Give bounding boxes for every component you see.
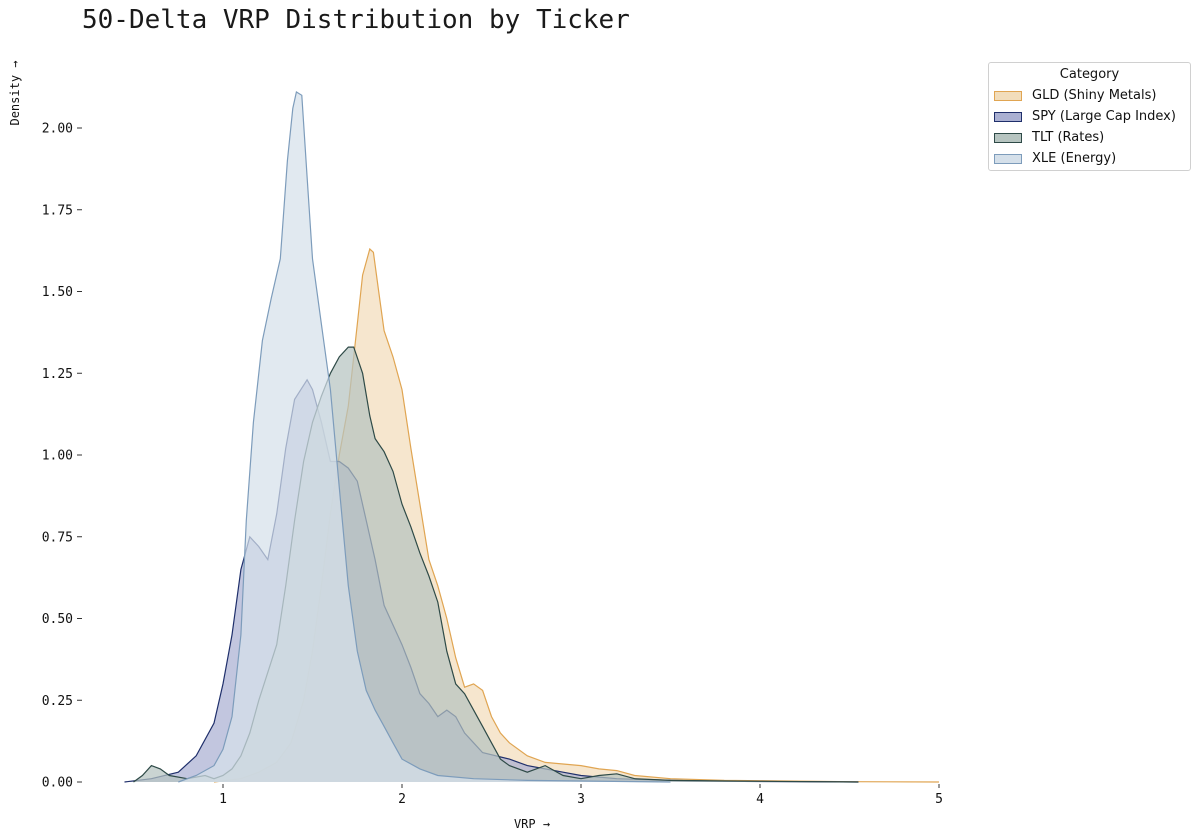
legend-items: GLD (Shiny Metals) SPY (Large Cap Index) T…: [989, 85, 1190, 169]
y-tick-label-1: 0.25: [42, 694, 73, 709]
legend-item-2: TLT (Rates): [989, 127, 1190, 148]
y-tick-label-7: 1.75: [42, 203, 73, 218]
x-axis-label: VRP →: [514, 817, 550, 831]
legend-label-1: SPY (Large Cap Index): [1032, 109, 1176, 124]
series-line-3: [178, 91, 671, 783]
chart-title: 50-Delta VRP Distribution by Ticker: [82, 5, 630, 35]
legend-title: Category: [1059, 67, 1120, 82]
legend-item-0: GLD (Shiny Metals): [989, 85, 1190, 106]
x-axis: 1 2 3 4 5: [219, 784, 943, 807]
legend-item-3: XLE (Energy): [989, 148, 1190, 169]
y-axis-label: Density →: [8, 60, 22, 125]
legend-label-3: XLE (Energy): [1032, 151, 1117, 166]
y-axis: 0.00 0.25 0.50 0.75 1.00 1.25 1.50 1.75 2.00: [42, 122, 82, 791]
legend-label-2: TLT (Rates): [1032, 130, 1105, 145]
y-tick-label-6: 1.50: [42, 285, 73, 300]
y-tick-label-0: 0.00: [42, 776, 73, 791]
y-tick-label-3: 0.75: [42, 530, 73, 545]
legend-swatch-1: [994, 111, 1022, 122]
legend-label-0: GLD (Shiny Metals): [1032, 88, 1157, 103]
y-tick-label-5: 1.25: [42, 367, 73, 382]
legend-swatch-2: [994, 132, 1022, 143]
x-tick-label-4: 5: [935, 792, 943, 807]
legend-swatch-0: [994, 90, 1022, 101]
legend-swatch-3: [994, 153, 1022, 164]
legend-item-1: SPY (Large Cap Index): [989, 106, 1190, 127]
series-area-3: [178, 92, 671, 782]
x-tick-label-0: 1: [219, 792, 227, 807]
series-layer: [124, 91, 940, 783]
x-tick-label-1: 2: [398, 792, 406, 807]
legend: Category GLD (Shiny Metals) SPY (Large Ca…: [988, 62, 1191, 171]
y-tick-label-2: 0.50: [42, 612, 73, 627]
y-tick-label-8: 2.00: [42, 122, 73, 137]
y-tick-label-4: 1.00: [42, 449, 73, 464]
x-tick-label-3: 4: [756, 792, 764, 807]
x-tick-label-2: 3: [577, 792, 585, 807]
